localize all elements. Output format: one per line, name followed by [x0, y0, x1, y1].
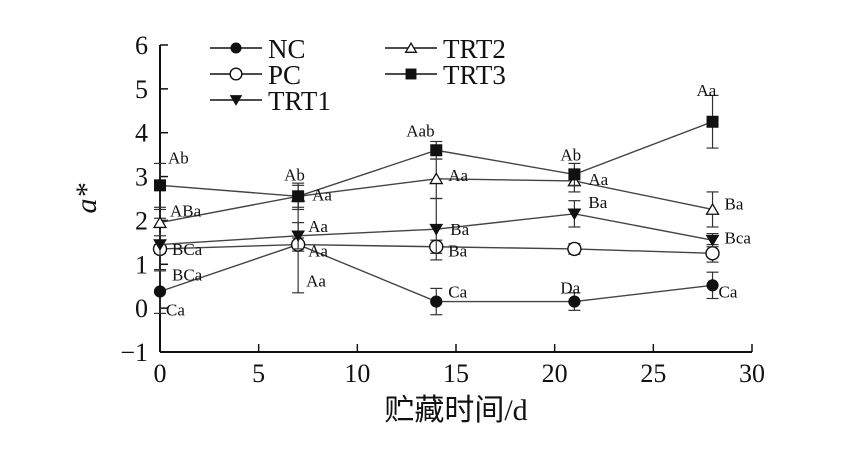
- legend-marker-pc: [229, 67, 243, 81]
- data-point-trt1: [567, 208, 582, 221]
- y-tick-label: 3: [135, 163, 148, 192]
- significance-label: ABa: [170, 202, 202, 221]
- legend-marker-nc: [230, 42, 242, 54]
- legend-item-pc: PC: [210, 60, 301, 90]
- significance-label: Ca: [448, 283, 467, 302]
- x-tick-label: 30: [739, 359, 765, 388]
- significance-label: Ca: [166, 300, 185, 319]
- x-tick-label: 0: [154, 359, 167, 388]
- x-tick-label: 25: [640, 359, 666, 388]
- significance-label: Aa: [312, 185, 332, 204]
- significance-label: Ca: [719, 282, 738, 301]
- data-point-trt3: [430, 144, 443, 157]
- data-point-nc: [706, 279, 719, 292]
- y-tick-label: 6: [135, 31, 148, 60]
- legend-item-nc: NC: [210, 34, 306, 64]
- series-layer: [152, 94, 720, 316]
- x-tick-label: 5: [252, 359, 265, 388]
- data-point-trt1: [153, 239, 167, 251]
- y-tick-label: −1: [120, 338, 148, 367]
- significance-label: Ba: [450, 220, 469, 239]
- data-point-nc: [153, 285, 167, 298]
- significance-label: Ab: [560, 145, 581, 164]
- y-tick-label: 4: [135, 119, 148, 148]
- y-tick-label: 1: [135, 250, 148, 279]
- legend-label: PC: [268, 60, 301, 90]
- significance-label: Ba: [448, 242, 467, 261]
- significance-label: Aab: [406, 121, 434, 140]
- significance-labels: Ca Aa Ca Da Ca BCa Aa Ba Bca BCa Aa Ba Ba ABa Aa Aa Aa Ba…: [166, 81, 751, 320]
- significance-label: Aa: [308, 242, 328, 261]
- x-tick-label: 10: [344, 359, 370, 388]
- significance-label: Da: [560, 279, 580, 298]
- significance-label: Aa: [448, 166, 468, 185]
- legend-label: TRT1: [268, 86, 331, 116]
- legend-label: TRT2: [443, 34, 506, 64]
- data-point-trt3: [568, 168, 581, 181]
- data-point-pc: [705, 246, 720, 261]
- y-axis-title: a*: [70, 184, 103, 214]
- legend-label: NC: [268, 34, 306, 64]
- significance-label: Aa: [697, 81, 717, 100]
- data-point-trt2: [429, 172, 444, 185]
- data-point-trt3: [292, 190, 305, 203]
- y-tick-label: 5: [135, 75, 148, 104]
- significance-label: Ab: [168, 148, 189, 167]
- data-point-trt2: [152, 215, 168, 229]
- data-point-nc: [568, 295, 581, 308]
- legend-item-trt2: TRT2: [385, 34, 506, 64]
- significance-label: Aa: [306, 272, 326, 291]
- data-point-trt3: [706, 115, 719, 128]
- legend-marker-trt1: [229, 95, 243, 106]
- x-axis-title: 贮藏时间/d: [384, 394, 527, 427]
- significance-label: Ab: [284, 165, 305, 184]
- data-point-nc: [430, 295, 443, 308]
- legend-item-trt3: TRT3: [385, 60, 506, 90]
- x-tick-label: 20: [542, 359, 568, 388]
- data-point-trt1: [291, 230, 306, 243]
- significance-label: Aa: [588, 170, 608, 189]
- significance-label: Aa: [308, 217, 328, 236]
- significance-label: Ba: [588, 193, 607, 212]
- series-trt1: [153, 197, 720, 272]
- legend-marker-trt2: [404, 41, 418, 53]
- data-point-trt1: [429, 223, 444, 236]
- legend-marker-trt3: [405, 68, 417, 80]
- series-trt3: [154, 94, 719, 211]
- significance-label: BCa: [172, 266, 203, 285]
- data-point-pc: [567, 241, 582, 257]
- data-point-trt1: [705, 234, 720, 247]
- legend-label: TRT3: [443, 60, 506, 90]
- significance-label: Ba: [725, 194, 744, 213]
- legend-item-trt1: TRT1: [210, 86, 331, 116]
- data-point-trt2: [705, 202, 720, 215]
- significance-label: Bca: [725, 228, 752, 247]
- significance-label: BCa: [172, 240, 203, 259]
- data-point-trt3: [154, 179, 166, 192]
- y-tick-label: 0: [135, 294, 148, 323]
- x-tick-label: 15: [443, 359, 469, 388]
- y-tick-label: 2: [135, 206, 148, 235]
